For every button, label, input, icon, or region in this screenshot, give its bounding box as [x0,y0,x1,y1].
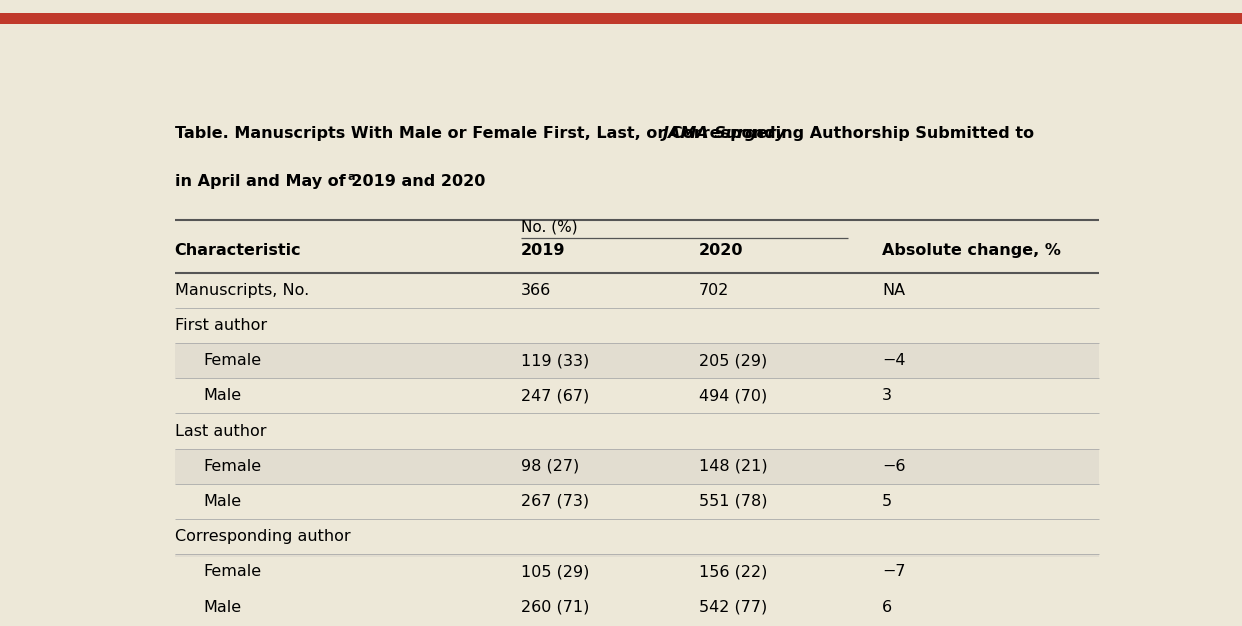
Text: 494 (70): 494 (70) [699,388,768,403]
Text: 105 (29): 105 (29) [522,565,590,579]
FancyBboxPatch shape [174,273,1098,308]
Text: 119 (33): 119 (33) [522,353,589,368]
Text: No. (%): No. (%) [522,219,578,234]
Text: 3: 3 [882,388,892,403]
Text: 542 (77): 542 (77) [699,600,768,615]
Text: 2019: 2019 [522,244,565,259]
Text: Female: Female [204,565,262,579]
Text: 205 (29): 205 (29) [699,353,768,368]
Text: 366: 366 [522,283,551,298]
Text: Table. Manuscripts With Male or Female First, Last, or Corresponding Authorship : Table. Manuscripts With Male or Female F… [174,126,1040,141]
Text: Male: Male [204,388,241,403]
Text: NA: NA [882,283,905,298]
FancyBboxPatch shape [174,343,1098,378]
Text: −7: −7 [882,565,905,579]
Text: 5: 5 [882,494,892,509]
Text: in April and May of 2019 and 2020: in April and May of 2019 and 2020 [174,174,484,189]
FancyBboxPatch shape [174,414,1098,449]
Text: Male: Male [204,600,241,615]
Text: Female: Female [204,353,262,368]
Text: Absolute change, %: Absolute change, % [882,244,1061,259]
Text: Corresponding author: Corresponding author [174,529,350,544]
FancyBboxPatch shape [174,308,1098,343]
FancyBboxPatch shape [174,554,1098,590]
Text: Female: Female [204,459,262,474]
FancyBboxPatch shape [174,519,1098,554]
Text: JAMA Surgery: JAMA Surgery [662,126,786,141]
Text: 2020: 2020 [699,244,744,259]
Text: 267 (73): 267 (73) [522,494,589,509]
Text: 6: 6 [882,600,892,615]
FancyBboxPatch shape [174,449,1098,484]
Text: 702: 702 [699,283,729,298]
Text: 551 (78): 551 (78) [699,494,768,509]
Text: Manuscripts, No.: Manuscripts, No. [174,283,309,298]
Text: 260 (71): 260 (71) [522,600,590,615]
FancyBboxPatch shape [174,590,1098,625]
Text: Characteristic: Characteristic [174,244,301,259]
Text: First author: First author [174,318,267,333]
Text: 98 (27): 98 (27) [522,459,579,474]
FancyBboxPatch shape [174,484,1098,519]
Text: −4: −4 [882,353,905,368]
FancyBboxPatch shape [174,378,1098,414]
Text: −6: −6 [882,459,905,474]
Text: 156 (22): 156 (22) [699,565,768,579]
Text: Male: Male [204,494,241,509]
Text: 247 (67): 247 (67) [522,388,589,403]
Text: 148 (21): 148 (21) [699,459,768,474]
Text: Last author: Last author [174,424,266,439]
Text: a: a [348,172,355,182]
